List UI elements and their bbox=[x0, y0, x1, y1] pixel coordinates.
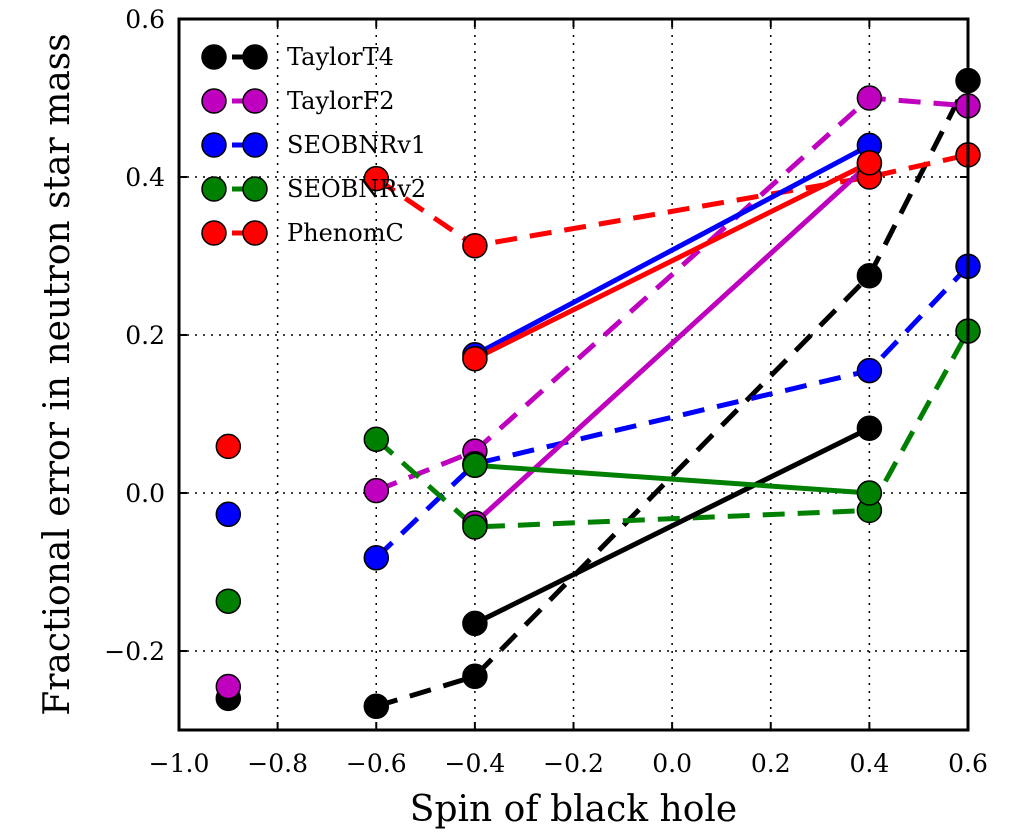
taylort4-solid-line bbox=[473, 425, 871, 626]
legend-entry-taylorf2: TaylorF2 bbox=[201, 87, 395, 115]
x-tick-label: −0.2 bbox=[543, 749, 604, 778]
x-tick-label: 0.2 bbox=[751, 749, 791, 778]
seobnrv2-point bbox=[462, 452, 488, 479]
x-tick-label: 0.4 bbox=[849, 749, 889, 778]
y-tick-label: −0.2 bbox=[104, 637, 165, 666]
seobnrv1-point bbox=[856, 357, 883, 384]
seobnrv2-point bbox=[363, 426, 390, 453]
legend-label-seobnrv2: SEOBNRv2 bbox=[287, 175, 426, 203]
legend-marker-seobnrv1 bbox=[201, 132, 227, 158]
phenomc-point bbox=[856, 150, 883, 176]
taylort4-point bbox=[856, 262, 883, 289]
legend-marker-seobnrv2 bbox=[201, 176, 227, 202]
plot-frame bbox=[177, 17, 970, 732]
legend-label-taylort4: TaylorT4 bbox=[287, 43, 394, 71]
seobnrv1-point bbox=[363, 545, 390, 571]
legend-label-phenomc: PhenomC bbox=[287, 219, 404, 247]
taylorf2-point bbox=[215, 673, 242, 700]
phenomc-point bbox=[363, 165, 390, 192]
phenomc-point bbox=[215, 433, 242, 460]
taylort4-point bbox=[462, 663, 488, 690]
legend-entry-seobnrv2: SEOBNRv2 bbox=[201, 175, 426, 203]
legend-marker-taylorf2 bbox=[242, 88, 268, 114]
seobnrv2-point bbox=[856, 480, 883, 506]
legend-marker-phenomc bbox=[242, 220, 268, 246]
y-tick-label: 0.0 bbox=[125, 479, 165, 508]
legend-label-seobnrv1: SEOBNRv1 bbox=[287, 131, 426, 159]
series-markers bbox=[215, 67, 981, 720]
taylorf2-point bbox=[363, 477, 390, 504]
seobnrv1-solid-line bbox=[473, 143, 871, 358]
legend-marker-seobnrv1 bbox=[242, 132, 268, 158]
y-tick-label: 0.4 bbox=[125, 163, 165, 192]
grid-lines bbox=[178, 18, 969, 730]
taylort4-point bbox=[462, 610, 488, 637]
seobnrv1-dashed-line bbox=[374, 264, 970, 560]
legend-entry-taylort4: TaylorT4 bbox=[201, 43, 394, 71]
x-tick-label: −0.4 bbox=[445, 749, 506, 778]
x-tick-label: 0.6 bbox=[948, 749, 988, 778]
legend-marker-taylort4 bbox=[201, 44, 227, 70]
taylort4-point bbox=[856, 415, 883, 441]
x-axis-label: Spin of black hole bbox=[410, 789, 737, 830]
seobnrv1-point bbox=[215, 501, 242, 528]
legend-label-taylorf2: TaylorF2 bbox=[287, 87, 395, 115]
phenomc-dashed-line bbox=[374, 152, 969, 249]
legend-entry-phenomc: PhenomC bbox=[201, 219, 404, 247]
legend-marker-seobnrv2 bbox=[242, 176, 268, 202]
taylort4-dashed-line bbox=[375, 79, 971, 709]
seobnrv2-dashed-line bbox=[374, 329, 971, 530]
seobnrv2-solid-line bbox=[474, 462, 870, 496]
y-tick-label: 0.2 bbox=[125, 321, 165, 350]
phenomc-point bbox=[462, 232, 488, 259]
legend-entry-seobnrv1: SEOBNRv1 bbox=[201, 131, 426, 159]
legend-marker-taylorf2 bbox=[201, 88, 227, 114]
y-axis-label: Fractional error in neutron star mass bbox=[37, 33, 78, 716]
phenomc-solid-line bbox=[473, 160, 871, 361]
x-tick-label: 0.0 bbox=[652, 749, 692, 778]
phenomc-point bbox=[462, 345, 488, 372]
x-tick-label: −1.0 bbox=[149, 749, 210, 778]
y-tick-label: 0.6 bbox=[125, 5, 165, 34]
taylort4-point bbox=[363, 693, 390, 720]
x-tick-label: −0.8 bbox=[247, 749, 308, 778]
taylorf2-dashed-line bbox=[375, 95, 969, 493]
seobnrv2-point bbox=[215, 588, 242, 614]
axis-ticks: −1.0 −0.8 −0.6 −0.4 −0.2 0.0 0.2 0.4 0.6 −0.2 0.0 0… bbox=[104, 5, 988, 778]
legend-marker-taylort4 bbox=[242, 44, 268, 70]
seobnrv2-point bbox=[462, 514, 488, 540]
taylorf2-solid-line bbox=[473, 161, 872, 525]
legend-marker-phenomc bbox=[201, 220, 227, 246]
series-lines bbox=[374, 79, 971, 709]
legend: TaylorT4 TaylorF2 SEOBNRv1 SEOBNRv2 PhenomC bbox=[201, 43, 426, 247]
x-tick-label: −0.6 bbox=[346, 749, 407, 778]
taylorf2-point bbox=[856, 85, 883, 111]
